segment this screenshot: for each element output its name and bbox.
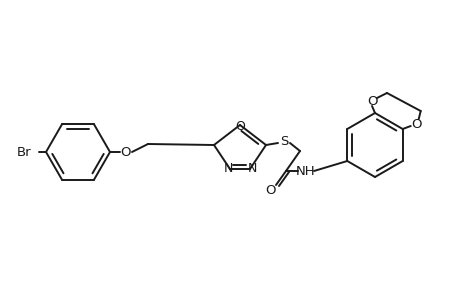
Text: Br: Br xyxy=(17,146,31,158)
Text: NH: NH xyxy=(296,164,315,178)
Text: N: N xyxy=(223,161,232,175)
Text: S: S xyxy=(279,134,287,148)
Text: O: O xyxy=(120,146,131,158)
Text: O: O xyxy=(367,94,377,107)
Text: O: O xyxy=(235,119,244,133)
Text: O: O xyxy=(410,118,421,130)
Text: O: O xyxy=(265,184,276,196)
Text: N: N xyxy=(247,161,256,175)
